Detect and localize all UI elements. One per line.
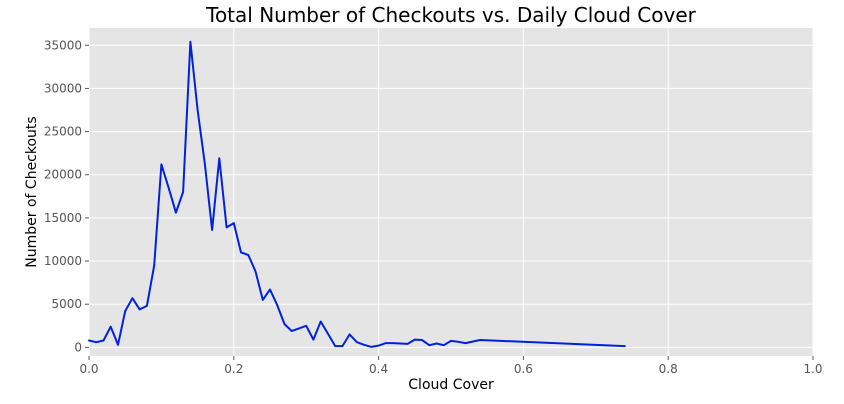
x-axis-label: Cloud Cover [408,377,494,393]
y-tick-label: 15000 [44,211,82,225]
x-tick-label: 0.0 [79,362,98,376]
chart-title: Total Number of Checkouts vs. Daily Clou… [205,3,697,27]
x-axis-ticks: 0.0 0.2 0.4 0.6 0.8 1.0 [79,356,823,376]
y-tick-label: 20000 [44,168,82,182]
y-tick-label: 5000 [51,297,82,311]
y-tick-label: 30000 [44,81,82,95]
x-tick-label: 0.8 [659,362,678,376]
plot-area [89,28,813,356]
gridlines [88,28,814,356]
x-tick-label: 0.4 [369,362,388,376]
x-tick-label: 0.2 [224,362,243,376]
series-line [88,40,626,348]
y-tick-label: 35000 [44,38,82,52]
series-layer [88,40,626,348]
x-tick-label: 0.6 [514,362,533,376]
y-tick-label: 25000 [44,125,82,139]
y-tick-label: 10000 [44,254,82,268]
y-axis-label: Number of Checkouts [24,116,40,267]
y-tick-label: 0 [74,340,82,354]
y-axis-ticks: 0 5000 10000 15000 20000 25000 30000 35000 [44,38,89,354]
x-tick-label: 1.0 [803,362,822,376]
